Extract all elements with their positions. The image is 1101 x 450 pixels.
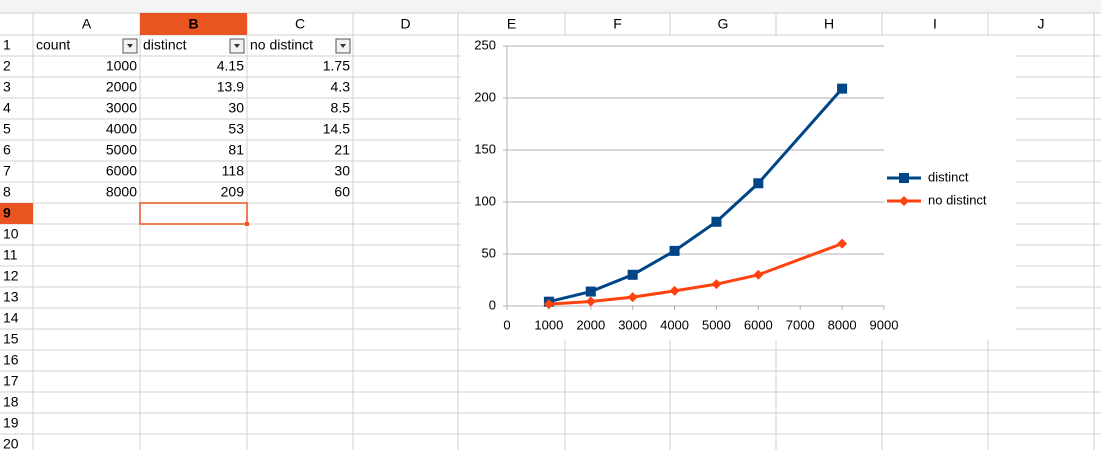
cell-value[interactable]: 6000 [106, 163, 137, 179]
legend-label: distinct [928, 169, 969, 184]
marker [543, 299, 554, 310]
row-header[interactable]: 14 [3, 310, 19, 326]
marker [627, 269, 638, 280]
cell-text[interactable]: no distinct [250, 37, 313, 53]
marker [627, 292, 638, 303]
cell-value[interactable]: 4000 [106, 121, 137, 137]
cell-value[interactable]: 209 [221, 184, 245, 200]
filter-arrow [234, 44, 240, 48]
column-header[interactable]: G [718, 16, 729, 32]
x-tick-label: 0 [503, 317, 510, 332]
marker [585, 286, 596, 297]
row-header[interactable]: 16 [3, 352, 19, 368]
row-header[interactable]: 9 [3, 205, 11, 221]
row-header[interactable]: 5 [3, 121, 11, 137]
row-header[interactable]: 8 [3, 184, 11, 200]
x-tick-label: 7000 [786, 317, 815, 332]
y-tick-label: 100 [474, 193, 496, 208]
marker [899, 196, 909, 206]
cell-value[interactable]: 53 [228, 121, 244, 137]
row-header[interactable]: 11 [3, 247, 18, 263]
filter-arrow [340, 44, 346, 48]
cell-value[interactable]: 1000 [106, 58, 137, 74]
column-header[interactable]: B [188, 16, 198, 32]
row-header[interactable]: 18 [3, 394, 19, 410]
row-header-selected [0, 203, 33, 224]
cell-value[interactable]: 81 [228, 142, 244, 158]
marker [753, 178, 764, 189]
marker [669, 245, 680, 256]
column-header[interactable]: C [295, 16, 305, 32]
row-header[interactable]: 17 [3, 373, 19, 389]
x-tick-label: 2000 [576, 317, 605, 332]
marker [669, 285, 680, 296]
row-header[interactable]: 19 [3, 415, 19, 431]
x-tick-label: 6000 [744, 317, 773, 332]
column-header[interactable]: E [507, 16, 516, 32]
row-header[interactable]: 4 [3, 100, 11, 116]
y-tick-label: 50 [482, 245, 496, 260]
y-tick-label: 200 [474, 89, 496, 104]
row-header[interactable]: 1 [3, 37, 11, 53]
column-header[interactable]: I [933, 16, 937, 32]
chart: 0 50 100 150 200 250 0 1000 2000 3000 4000 5000 6000… [474, 37, 987, 332]
marker [753, 269, 764, 280]
cell-value[interactable]: 8000 [106, 184, 137, 200]
chart-area [461, 36, 1016, 340]
y-tick-label: 250 [474, 37, 496, 52]
row-header[interactable]: 10 [3, 226, 19, 242]
cell-text[interactable]: count [36, 37, 70, 53]
row-header[interactable]: 12 [3, 268, 19, 284]
column-header[interactable]: H [824, 16, 834, 32]
cell-value[interactable]: 30 [228, 100, 244, 116]
fill-handle [245, 222, 249, 226]
marker [899, 173, 909, 183]
marker [837, 83, 848, 94]
cell-value[interactable]: 1.75 [323, 58, 350, 74]
legend-label: no distinct [928, 192, 987, 207]
y-tick-label: 0 [489, 297, 496, 312]
cell-value[interactable]: 60 [334, 184, 350, 200]
cell-value[interactable]: 4.15 [217, 58, 244, 74]
column-header[interactable]: D [400, 16, 410, 32]
row-header[interactable]: 7 [3, 163, 11, 179]
marker [711, 216, 722, 227]
cell-value[interactable]: 4.3 [331, 79, 351, 95]
x-tick-label: 4000 [660, 317, 689, 332]
cell-value[interactable]: 30 [334, 163, 350, 179]
selected-cell[interactable] [139, 202, 248, 225]
cell-value[interactable]: 5000 [106, 142, 137, 158]
y-tick-label: 150 [474, 141, 496, 156]
cell-value[interactable]: 13.9 [217, 79, 244, 95]
toolbar-edge [0, 0, 1101, 13]
x-tick-label: 5000 [702, 317, 731, 332]
cell-value[interactable]: 118 [222, 163, 245, 179]
cell-value[interactable]: 2000 [106, 79, 137, 95]
column-header[interactable]: J [1038, 16, 1045, 32]
cell-value[interactable]: 8.5 [331, 100, 351, 116]
x-tick-label: 3000 [618, 317, 647, 332]
row-header[interactable]: 2 [3, 58, 11, 74]
x-tick-label: 1000 [534, 317, 563, 332]
column-header-selected [140, 13, 247, 35]
row-header[interactable]: 20 [3, 436, 19, 450]
cell-value[interactable]: 21 [334, 142, 350, 158]
cell-value[interactable]: 14.5 [323, 121, 350, 137]
row-header[interactable]: 13 [3, 289, 19, 305]
column-header[interactable]: F [613, 16, 622, 32]
row-header[interactable]: 3 [3, 79, 11, 95]
marker [711, 279, 722, 290]
x-tick-label: 9000 [870, 317, 899, 332]
row-header[interactable]: 15 [3, 331, 19, 347]
filter-arrow [127, 44, 133, 48]
column-header[interactable]: A [82, 16, 92, 32]
cell-text[interactable]: distinct [143, 37, 187, 53]
marker [837, 238, 848, 249]
marker [585, 296, 596, 307]
row-header[interactable]: 6 [3, 142, 11, 158]
cell-value[interactable]: 3000 [106, 100, 137, 116]
x-tick-label: 8000 [828, 317, 857, 332]
